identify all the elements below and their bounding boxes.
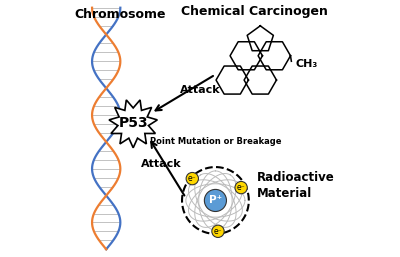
Text: P⁺: P⁺ <box>209 196 222 205</box>
Circle shape <box>212 225 224 237</box>
Text: e⁻: e⁻ <box>214 227 222 236</box>
Circle shape <box>204 189 226 212</box>
Text: e⁻: e⁻ <box>188 174 197 183</box>
Text: Point Mutation or Breakage: Point Mutation or Breakage <box>150 137 281 146</box>
Text: CH₃: CH₃ <box>295 59 318 69</box>
Text: Attack: Attack <box>141 160 182 169</box>
Text: P53: P53 <box>118 116 148 130</box>
Text: Chemical Carcinogen: Chemical Carcinogen <box>180 5 328 18</box>
Circle shape <box>186 172 198 185</box>
Circle shape <box>235 181 247 194</box>
Text: Chromosome: Chromosome <box>74 8 166 21</box>
Text: Radioactive
Material: Radioactive Material <box>256 171 334 199</box>
Text: Attack: Attack <box>180 85 220 95</box>
Text: e⁻: e⁻ <box>237 183 246 192</box>
Polygon shape <box>109 100 157 148</box>
